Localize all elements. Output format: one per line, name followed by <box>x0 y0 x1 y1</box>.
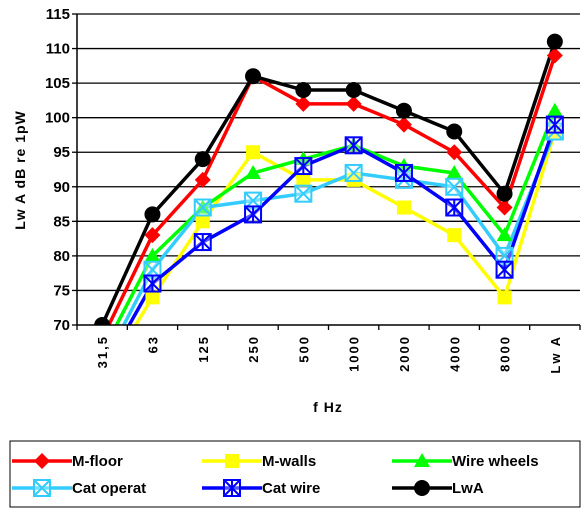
legend-label: Wire wheels <box>452 453 539 470</box>
y-axis-ticks: 70 75 80 85 90 95 100 105 110 115 <box>45 6 77 334</box>
x-tick-label: 250 <box>246 335 261 363</box>
data-point <box>195 214 210 229</box>
data-point <box>496 227 513 242</box>
legend-label: M-walls <box>262 453 316 470</box>
data-point <box>144 247 161 262</box>
legend-marker <box>225 454 239 468</box>
x-tick-label: 4000 <box>447 335 462 372</box>
data-point <box>294 157 313 176</box>
data-point <box>246 145 261 160</box>
x-axis-title: f Hz <box>313 399 343 415</box>
y-tick-label: 95 <box>53 144 70 161</box>
data-point <box>445 177 464 196</box>
data-point <box>546 102 563 117</box>
series-line <box>114 110 557 325</box>
data-point <box>445 198 464 217</box>
data-point <box>295 82 312 99</box>
series-line <box>106 54 557 325</box>
data-point <box>546 47 563 64</box>
y-tick-label: 105 <box>45 75 70 92</box>
data-point <box>244 205 263 224</box>
data-point <box>95 373 109 387</box>
data-point <box>396 200 411 215</box>
data-point <box>144 227 161 244</box>
series-line <box>121 130 557 325</box>
y-tick-label: 90 <box>53 179 70 196</box>
data-point <box>245 68 262 85</box>
y-tick-label: 80 <box>53 248 70 265</box>
data-point <box>194 151 211 168</box>
data-point <box>145 290 160 305</box>
data-point <box>394 163 413 182</box>
data-point <box>344 136 363 155</box>
data-point <box>344 163 363 182</box>
data-point <box>194 171 211 188</box>
data-point <box>497 290 512 305</box>
data-point <box>495 260 514 279</box>
y-tick-label: 75 <box>53 282 70 299</box>
y-tick-label: 85 <box>53 213 70 230</box>
series-markers <box>94 33 564 387</box>
data-point <box>245 164 262 179</box>
legend-item: Cat wire <box>202 479 320 497</box>
legend-box <box>9 440 581 508</box>
legend-item: Cat operat <box>12 479 146 497</box>
data-point <box>294 184 313 203</box>
legend-item: M-walls <box>202 453 316 470</box>
legend-item: LwA <box>392 480 484 497</box>
data-point <box>546 33 563 50</box>
x-tick-label: 2000 <box>397 335 412 372</box>
data-point <box>193 233 212 252</box>
y-tick-label: 100 <box>45 110 70 127</box>
x-tick-label: 8000 <box>498 335 513 372</box>
x-tick-label: 500 <box>296 335 311 363</box>
x-tick-label: 125 <box>196 335 211 363</box>
legend-item: M-floor <box>12 453 123 470</box>
legend-marker <box>223 479 241 497</box>
y-tick-label: 115 <box>46 6 70 23</box>
data-point <box>545 115 564 134</box>
x-axis-ticks: 31,5 63 125 250 500 1000 2000 4000 8000 Lw A <box>76 325 581 374</box>
data-point <box>345 95 362 112</box>
data-point <box>395 102 412 119</box>
y-axis-title: Lw A dB re 1pW <box>12 110 28 230</box>
legend-label: Cat operat <box>72 480 146 497</box>
data-point <box>144 206 161 223</box>
x-tick-label: Lw A <box>548 335 563 374</box>
data-point <box>447 228 462 243</box>
data-point <box>193 198 212 217</box>
legend: M-floor M-walls Wire wheels Cat operat Cat w… <box>12 453 539 497</box>
x-tick-label: 63 <box>145 335 160 353</box>
data-point <box>295 95 312 112</box>
legend-marker <box>33 479 51 497</box>
legend-label: M-floor <box>72 453 123 470</box>
x-tick-label: 31,5 <box>95 335 110 368</box>
legend-label: Cat wire <box>262 480 320 497</box>
data-point <box>446 123 463 140</box>
legend-marker <box>414 453 430 467</box>
data-point <box>395 116 412 133</box>
data-point <box>143 274 162 293</box>
data-point <box>296 172 311 187</box>
series-line <box>100 41 557 325</box>
legend-marker <box>414 480 430 496</box>
data-point <box>446 144 463 161</box>
legend-marker <box>34 453 50 469</box>
data-point <box>345 82 362 99</box>
legend-item: Wire wheels <box>392 453 539 470</box>
series-line <box>133 130 557 325</box>
series-lines <box>100 41 557 325</box>
x-tick-label: 1000 <box>347 335 362 372</box>
legend-label: LwA <box>452 480 484 497</box>
y-tick-label: 70 <box>53 317 70 334</box>
y-tick-label: 110 <box>46 41 70 58</box>
data-point <box>496 185 513 202</box>
data-point <box>94 317 111 325</box>
series-line <box>127 124 557 325</box>
data-point <box>496 199 513 216</box>
data-point <box>446 164 463 179</box>
